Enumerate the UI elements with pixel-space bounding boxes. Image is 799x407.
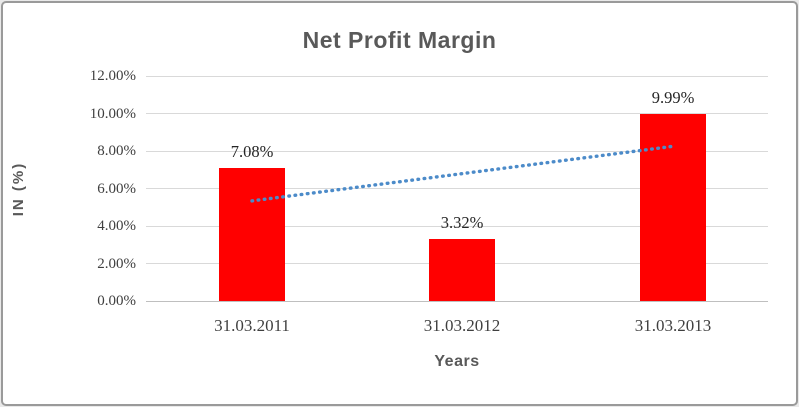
y-tick-label: 4.00% — [97, 218, 136, 234]
chart-title: Net Profit Margin — [302, 27, 497, 53]
y-tick-label: 2.00% — [97, 255, 136, 272]
bar-value-label: 7.08% — [230, 142, 274, 162]
x-tick-label: 31.03.2011 — [214, 316, 290, 335]
x-tick-label: 31.03.2013 — [634, 316, 712, 335]
y-tick-label: 8.00% — [97, 143, 136, 159]
x-tick-label: 31.03.2012 — [423, 316, 501, 335]
y-tick-label: 0.00% — [97, 293, 136, 309]
gridline — [146, 300, 768, 302]
bar — [219, 168, 285, 301]
plot-area: 12.00% 10.00% 8.00% 6.00% 4.00% 2.00% 0.00% 7.0… — [3, 3, 796, 404]
y-tick-label: 6.00% — [97, 180, 136, 197]
gridline — [146, 75, 768, 77]
x-axis-title: Years — [434, 353, 480, 370]
bar-value-label: 3.32% — [440, 212, 484, 232]
bar — [429, 238, 495, 301]
y-tick-label: 10.00% — [89, 105, 136, 122]
bar — [640, 113, 706, 301]
bar-value-label: 9.99% — [651, 87, 695, 107]
y-tick-label: 12.00% — [89, 68, 136, 84]
gridline — [146, 225, 768, 227]
gridline — [146, 113, 768, 114]
